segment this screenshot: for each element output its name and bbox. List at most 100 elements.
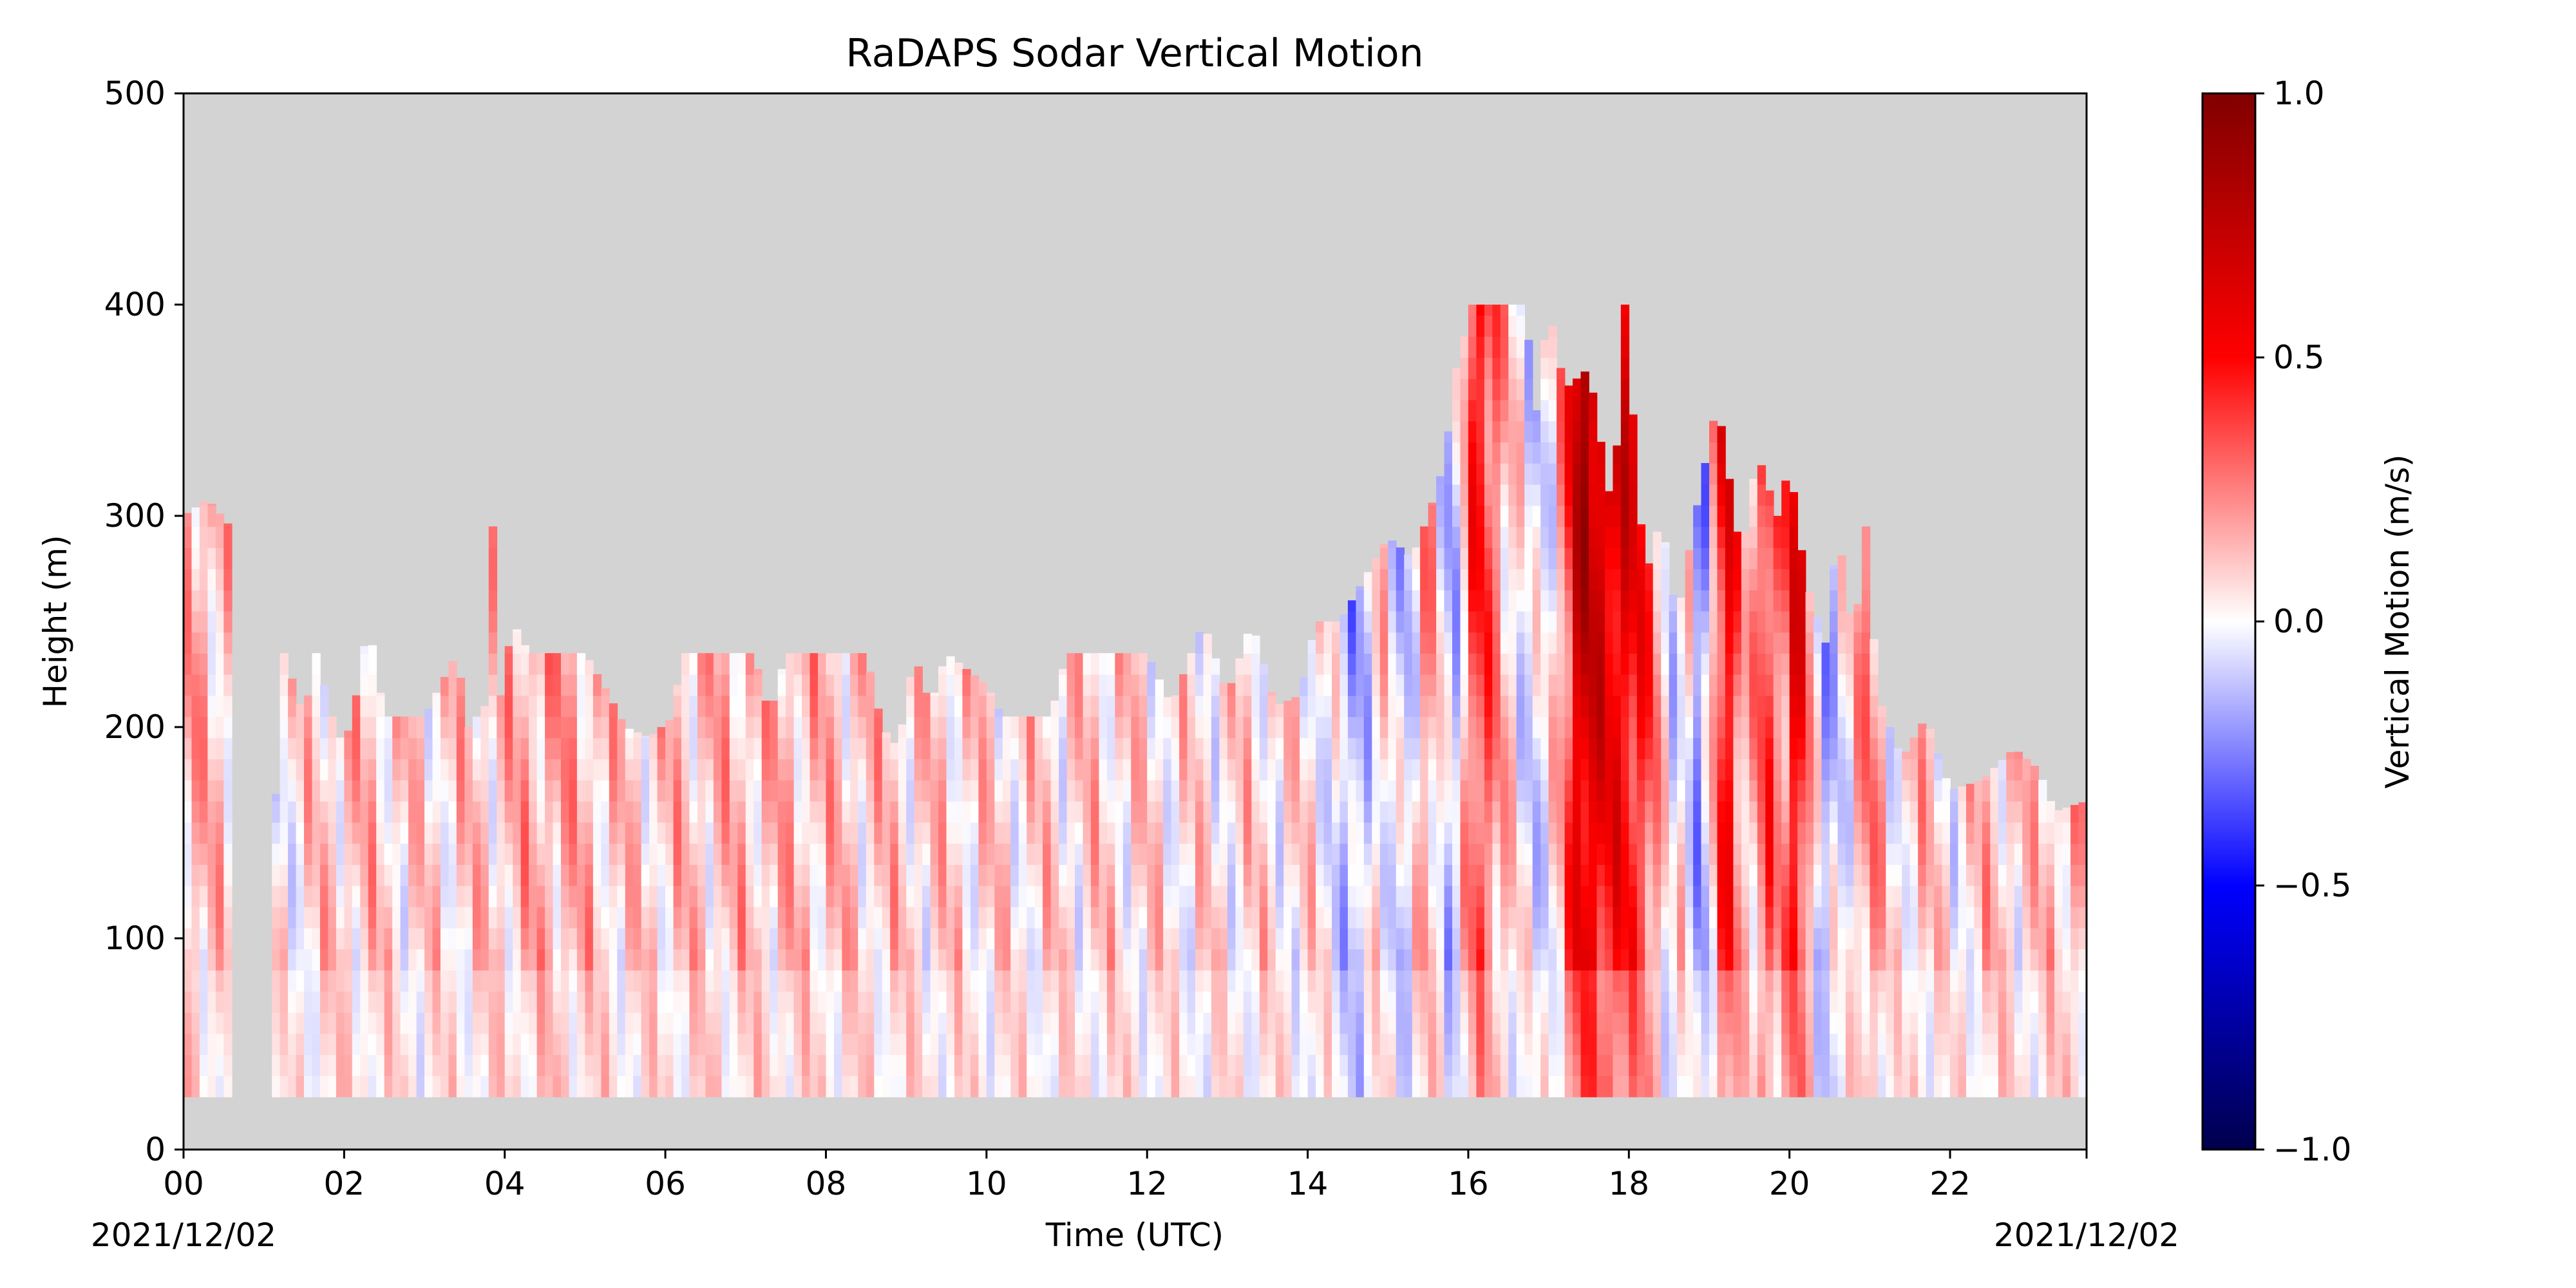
heatmap-cell bbox=[1347, 1012, 1357, 1034]
heatmap-cell bbox=[1444, 611, 1453, 633]
heatmap-cell bbox=[1629, 1075, 1638, 1097]
heatmap-cell bbox=[1106, 800, 1116, 823]
heatmap-cell bbox=[818, 970, 827, 992]
heatmap-cell bbox=[1709, 463, 1718, 485]
heatmap-cell bbox=[1050, 759, 1059, 781]
heatmap-cell bbox=[1693, 970, 1702, 992]
heatmap-cell bbox=[1837, 611, 1846, 633]
heatmap-cell bbox=[1147, 695, 1156, 717]
heatmap-cell bbox=[1235, 716, 1244, 739]
heatmap-cell bbox=[1918, 843, 1927, 865]
heatmap-cell bbox=[1372, 611, 1381, 633]
heatmap-cell bbox=[448, 1012, 457, 1034]
heatmap-cell bbox=[1211, 864, 1220, 886]
heatmap-cell bbox=[1002, 716, 1012, 739]
heatmap-cell bbox=[1452, 484, 1461, 506]
heatmap-cell bbox=[1099, 822, 1108, 844]
heatmap-cell bbox=[207, 653, 216, 675]
heatmap-cell bbox=[1347, 1033, 1357, 1056]
heatmap-cell bbox=[1468, 484, 1477, 506]
heatmap-cell bbox=[689, 737, 698, 759]
heatmap-cell bbox=[424, 780, 433, 802]
heatmap-cell bbox=[1379, 970, 1389, 992]
heatmap-cell bbox=[1773, 822, 1782, 844]
heatmap-cell bbox=[914, 864, 923, 886]
heatmap-cell bbox=[1805, 949, 1814, 971]
heatmap-cell bbox=[1347, 674, 1357, 696]
heatmap-cell bbox=[818, 822, 827, 844]
heatmap-cell bbox=[1589, 1012, 1598, 1034]
heatmap-cell bbox=[1934, 753, 1943, 759]
heatmap-cell bbox=[842, 927, 851, 950]
heatmap-cell bbox=[1749, 864, 1758, 886]
heatmap-cell bbox=[1444, 800, 1453, 823]
heatmap-cell bbox=[1332, 906, 1341, 929]
heatmap-cell bbox=[617, 1033, 626, 1056]
heatmap-cell bbox=[1773, 674, 1782, 696]
heatmap-cell bbox=[569, 1033, 578, 1056]
heatmap-cell bbox=[946, 1075, 955, 1097]
heatmap-cell bbox=[1596, 864, 1605, 886]
heatmap-cell bbox=[1211, 949, 1220, 971]
heatmap-cell bbox=[1902, 864, 1911, 886]
heatmap-cell bbox=[1307, 949, 1316, 971]
heatmap-cell bbox=[1870, 822, 1879, 844]
heatmap-cell bbox=[1075, 1012, 1084, 1034]
heatmap-cell bbox=[914, 843, 923, 865]
heatmap-cell bbox=[1532, 886, 1541, 907]
heatmap-cell bbox=[1524, 505, 1533, 527]
heatmap-cell bbox=[1613, 463, 1622, 485]
heatmap-cell bbox=[223, 1012, 232, 1034]
heatmap-cell bbox=[1363, 695, 1373, 717]
heatmap-cell bbox=[1709, 716, 1718, 739]
heatmap-cell bbox=[1516, 759, 1525, 781]
heatmap-cell bbox=[898, 906, 907, 929]
heatmap-cell bbox=[1139, 759, 1148, 781]
heatmap-cell bbox=[1805, 822, 1814, 844]
heatmap-cell bbox=[1629, 716, 1638, 739]
heatmap-cell bbox=[1460, 421, 1469, 442]
heatmap-cell bbox=[569, 843, 578, 865]
heatmap-cell bbox=[1701, 653, 1710, 675]
heatmap-cell bbox=[1420, 949, 1429, 971]
heatmap-cell bbox=[1741, 927, 1750, 950]
heatmap-cell bbox=[601, 991, 610, 1013]
heatmap-cell bbox=[1476, 716, 1485, 739]
heatmap-cell bbox=[705, 716, 714, 739]
heatmap-cell bbox=[1557, 589, 1566, 612]
heatmap-cell bbox=[384, 737, 393, 759]
heatmap-cell bbox=[842, 970, 851, 992]
heatmap-cell bbox=[569, 970, 578, 992]
heatmap-cell bbox=[400, 800, 409, 823]
heatmap-cell bbox=[1372, 589, 1381, 612]
heatmap-cell bbox=[1830, 843, 1839, 865]
heatmap-cell bbox=[223, 653, 232, 675]
heatmap-cell bbox=[609, 927, 618, 950]
heatmap-cell bbox=[1765, 611, 1774, 633]
heatmap-cell bbox=[770, 800, 779, 823]
heatmap-cell bbox=[1428, 716, 1437, 739]
heatmap-cell bbox=[312, 759, 321, 781]
heatmap-cell bbox=[1500, 674, 1510, 696]
heatmap-cell bbox=[1106, 1033, 1116, 1056]
heatmap-cell bbox=[416, 906, 425, 929]
heatmap-cell bbox=[1460, 800, 1469, 823]
heatmap-cell bbox=[215, 695, 225, 717]
heatmap-cell bbox=[360, 864, 369, 886]
heatmap-cell bbox=[1516, 886, 1525, 907]
heatmap-cell bbox=[1773, 516, 1782, 527]
heatmap-cell bbox=[1436, 1012, 1445, 1034]
heatmap-cell bbox=[1010, 886, 1019, 907]
heatmap-cell bbox=[1492, 569, 1501, 591]
heatmap-cell bbox=[1396, 695, 1405, 717]
heatmap-cell bbox=[673, 695, 682, 717]
heatmap-cell bbox=[513, 653, 522, 675]
heatmap-cell bbox=[199, 589, 209, 612]
heatmap-cell bbox=[1725, 611, 1734, 633]
heatmap-cell bbox=[1701, 547, 1710, 569]
heatmap-cell bbox=[1227, 822, 1236, 844]
heatmap-cell bbox=[1557, 378, 1566, 401]
heatmap-cell bbox=[1709, 759, 1718, 781]
heatmap-cell bbox=[1043, 716, 1052, 739]
heatmap-cell bbox=[1452, 632, 1461, 654]
